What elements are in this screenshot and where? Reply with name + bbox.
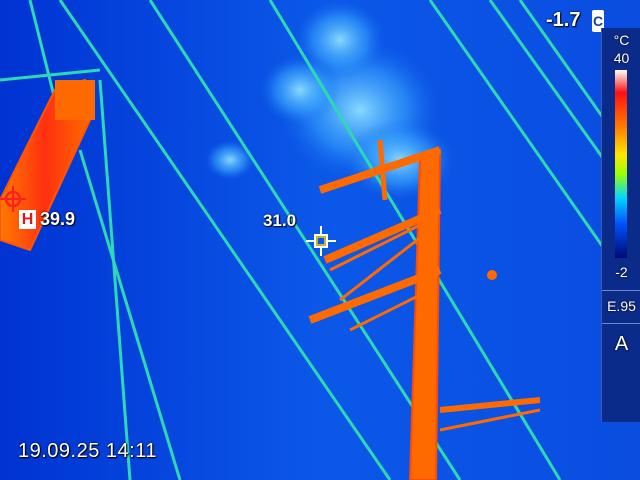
color-palette-bar (615, 70, 627, 258)
scale-max: 40 (613, 50, 630, 66)
scale-divider (602, 290, 640, 291)
spot-temperature: 31.0 (263, 211, 297, 230)
scale-divider (602, 323, 640, 324)
crosshair-hot-icon (0, 186, 26, 212)
scale-unit: °C (613, 32, 630, 48)
crosshair-spot-icon (306, 226, 336, 256)
range-mode-label[interactable]: A (614, 333, 629, 355)
ambient-temperature: -1.7 (546, 9, 581, 31)
hot-spot-temperature: 39.9 (40, 209, 76, 229)
timestamp: 19.09.25 14:11 (18, 440, 157, 462)
temperature-scale-panel: °C 40 -2 E.95 A (601, 28, 640, 422)
emissivity-value[interactable]: E.95 (607, 298, 636, 314)
hot-spot-badge: H (19, 210, 36, 229)
scale-min: -2 (615, 264, 628, 280)
ambient-unit-icon: C (592, 10, 604, 32)
